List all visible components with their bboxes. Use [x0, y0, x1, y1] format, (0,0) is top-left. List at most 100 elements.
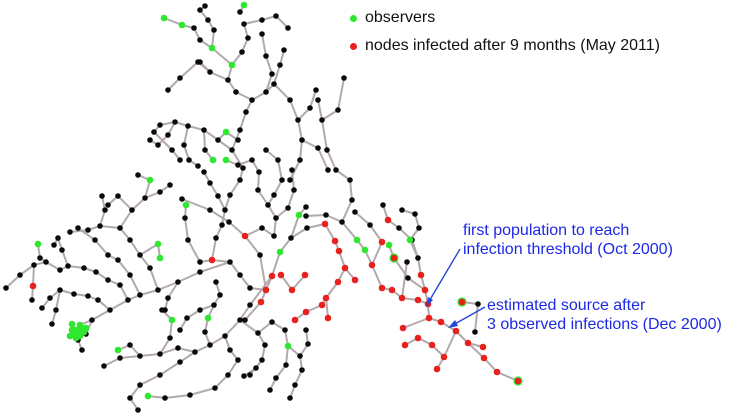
network-edge	[61, 249, 69, 267]
node	[65, 263, 71, 269]
observer-node	[353, 236, 361, 244]
infected-node	[417, 271, 425, 279]
node	[225, 372, 231, 378]
node	[279, 177, 285, 183]
infected-node	[388, 286, 396, 294]
network-edge	[371, 264, 383, 289]
node	[323, 212, 329, 218]
node	[71, 291, 77, 297]
node	[142, 195, 148, 201]
node	[303, 204, 309, 210]
node	[201, 127, 207, 133]
network-edge	[227, 359, 239, 376]
infected-observer-node	[514, 377, 522, 385]
observer-node	[406, 236, 414, 244]
network-edge	[167, 281, 179, 299]
node	[219, 222, 225, 228]
node	[207, 69, 213, 75]
observer-node	[209, 156, 217, 164]
node	[215, 137, 221, 143]
node	[185, 237, 191, 243]
legend-observer-dot	[350, 14, 357, 22]
network-edge	[402, 317, 430, 329]
infected-node	[414, 296, 422, 304]
infected-node	[322, 294, 330, 302]
node	[181, 142, 187, 148]
node	[271, 192, 277, 198]
node	[245, 35, 251, 41]
node	[291, 187, 297, 193]
node	[177, 75, 183, 81]
network-edge	[164, 394, 191, 399]
observer-node	[228, 61, 236, 69]
node	[53, 307, 59, 313]
infected-node	[421, 286, 429, 294]
node	[367, 222, 373, 228]
network-edge	[273, 217, 277, 237]
network-edge	[287, 189, 295, 209]
network-edge	[139, 289, 159, 296]
node	[177, 157, 183, 163]
node	[135, 407, 141, 413]
node	[39, 305, 45, 311]
infected-node	[277, 271, 285, 279]
observer-node	[72, 334, 80, 342]
node	[79, 347, 85, 353]
network-edge	[183, 125, 189, 146]
observer-node	[276, 248, 284, 256]
node	[165, 295, 171, 301]
node	[289, 167, 295, 173]
node	[247, 372, 253, 378]
node	[175, 345, 181, 351]
annotation-estimated-source: estimated source after 3 observed infect…	[487, 296, 722, 334]
network-edge	[159, 337, 171, 355]
node	[157, 122, 163, 128]
infected-node	[399, 324, 407, 332]
node	[117, 282, 123, 288]
network-edge	[203, 129, 219, 141]
network-edge	[91, 309, 111, 321]
network-edge	[335, 169, 351, 181]
node	[92, 237, 98, 243]
network-edge	[265, 73, 273, 93]
node	[137, 382, 143, 388]
node	[269, 319, 275, 325]
node	[405, 275, 411, 281]
node	[127, 342, 133, 348]
network-edge	[317, 99, 323, 121]
network-edge	[209, 209, 230, 223]
network-edge	[301, 139, 319, 149]
node	[352, 209, 358, 215]
infected-node	[425, 314, 433, 322]
node	[271, 81, 277, 87]
infected-node	[257, 298, 265, 306]
observer-node	[204, 314, 212, 322]
node	[195, 163, 201, 169]
node	[297, 157, 303, 163]
node	[256, 169, 262, 175]
network-edge	[297, 107, 311, 121]
node	[99, 193, 105, 199]
node	[235, 162, 241, 168]
network-edge	[275, 15, 289, 29]
node	[237, 272, 243, 278]
node	[107, 307, 113, 313]
network-edge	[77, 227, 96, 241]
node	[285, 205, 291, 211]
network-edge	[129, 274, 141, 296]
network-edge	[209, 71, 229, 81]
infected-node	[378, 284, 386, 292]
node	[273, 13, 279, 19]
observer-node	[82, 324, 90, 332]
node	[172, 119, 178, 125]
network-edge	[211, 237, 217, 261]
node	[265, 202, 271, 208]
node	[227, 259, 233, 265]
infected-node	[334, 278, 342, 286]
node	[259, 225, 265, 231]
node	[226, 219, 232, 225]
node	[262, 342, 268, 348]
node	[211, 27, 217, 33]
infected-node	[440, 353, 448, 361]
